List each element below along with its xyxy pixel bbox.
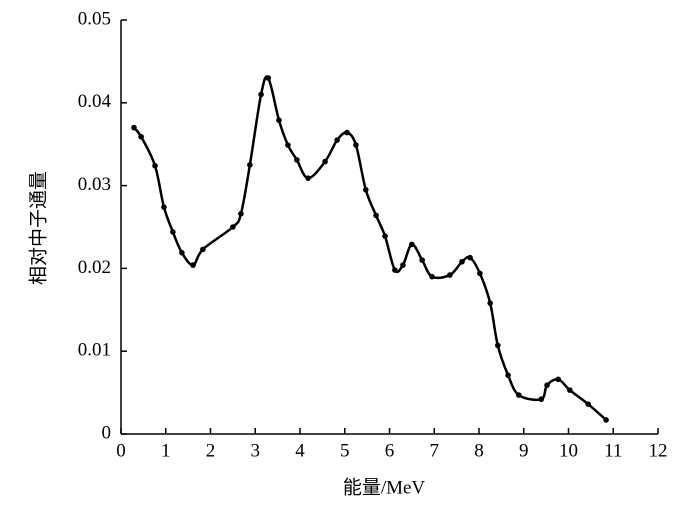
point	[585, 401, 591, 407]
point	[603, 417, 609, 423]
y-axis-label: 相对中子通量	[27, 171, 49, 285]
point	[131, 124, 137, 131]
point	[494, 342, 501, 349]
point	[230, 224, 236, 230]
x-tick-label: 7	[430, 440, 440, 461]
x-tick-label: 3	[251, 440, 261, 461]
point	[382, 233, 388, 239]
point	[487, 300, 493, 306]
x-tick-label: 2	[206, 440, 216, 461]
point	[477, 270, 483, 277]
y-tick-label: 0.05	[78, 8, 111, 29]
y-tick-label: 0.01	[78, 340, 111, 361]
point	[467, 254, 473, 261]
point	[392, 267, 398, 273]
point	[362, 186, 369, 193]
point	[538, 396, 545, 403]
point	[276, 117, 282, 123]
point	[544, 382, 550, 388]
x-tick-label: 10	[559, 440, 578, 461]
point	[322, 158, 328, 165]
x-tick-label: 11	[604, 440, 622, 461]
point	[344, 129, 350, 136]
x-tick-label: 6	[385, 440, 395, 461]
point	[152, 162, 158, 169]
point	[170, 229, 176, 235]
point	[305, 175, 311, 181]
x-tick-label: 12	[649, 440, 668, 461]
y-tick-label: 0.04	[78, 91, 112, 112]
x-tick-label: 0	[116, 440, 126, 461]
x-tick-label: 8	[474, 440, 484, 461]
y-tick-label: 0.02	[78, 257, 111, 278]
x-axis-label: 能量/MeV	[343, 476, 426, 498]
point	[400, 262, 406, 268]
y-tick-label: 0.03	[78, 174, 111, 195]
point	[200, 246, 206, 253]
point	[447, 272, 453, 278]
point	[373, 212, 379, 219]
point	[429, 273, 435, 280]
point	[353, 142, 359, 148]
x-tick-label: 5	[340, 440, 350, 461]
x-tick-label: 4	[295, 440, 305, 461]
point	[161, 204, 167, 210]
point	[247, 162, 253, 168]
point	[419, 257, 425, 263]
point	[258, 91, 264, 98]
point	[294, 157, 300, 163]
x-tick-label: 9	[519, 440, 529, 461]
point	[179, 249, 185, 256]
x-tick-label: 1	[161, 440, 171, 461]
point	[265, 75, 272, 81]
point	[555, 376, 562, 383]
point	[238, 210, 244, 217]
point	[334, 137, 340, 143]
point	[138, 133, 144, 140]
y-tick-label: 0	[102, 422, 112, 443]
point	[190, 262, 196, 268]
point	[516, 392, 522, 398]
point	[459, 258, 465, 265]
point	[567, 387, 573, 393]
point	[409, 241, 415, 248]
point	[505, 372, 511, 379]
point	[285, 142, 291, 148]
